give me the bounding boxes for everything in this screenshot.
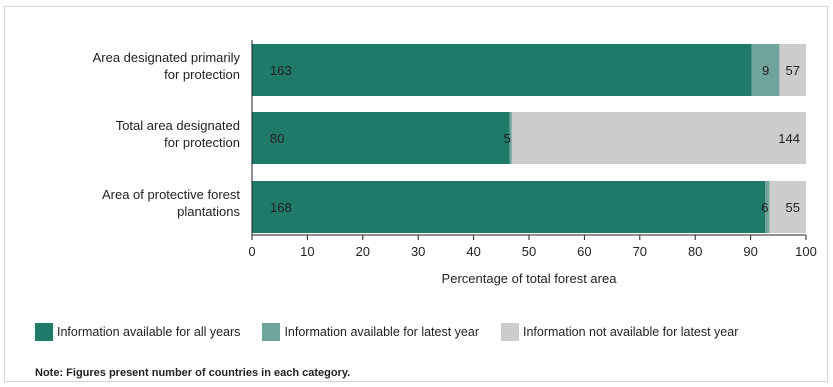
category-label: for protection	[164, 67, 240, 82]
x-axis-title: Percentage of total forest area	[442, 271, 618, 286]
data-label: 6	[761, 200, 768, 215]
x-tick-label: 100	[795, 244, 817, 259]
legend-swatch-not-available	[500, 323, 519, 341]
x-tick-label: 90	[743, 244, 757, 259]
category-label: Area of protective forest	[102, 187, 240, 202]
bar-segment	[765, 181, 770, 233]
chart-note: Note: Figures present number of countrie…	[35, 367, 351, 379]
category-label: Area designated primarily	[93, 50, 241, 65]
data-label: 9	[762, 63, 769, 78]
legend-label-all-years: Information available for all years	[57, 325, 241, 339]
data-label: 163	[270, 63, 292, 78]
legend-label-not-available: Information not available for latest yea…	[522, 325, 739, 339]
data-label: 80	[270, 131, 284, 146]
bar-segment	[511, 112, 806, 164]
stacked-bar-chart: 163 9 57 Area designated primarily for prote…	[93, 40, 817, 286]
bar-segment	[779, 44, 806, 96]
x-tick-label: 10	[300, 244, 314, 259]
bar-segment	[769, 181, 806, 233]
x-tick-label: 50	[522, 244, 536, 259]
x-tick-label: 40	[466, 244, 480, 259]
data-label: 144	[778, 131, 800, 146]
bar-segment	[252, 44, 752, 96]
x-tick-label: 0	[248, 244, 255, 259]
legend-item-latest-year: Information available for latest year	[262, 323, 479, 341]
x-tick-label: 30	[411, 244, 425, 259]
bar-segment	[751, 44, 780, 96]
legend: Information available for all years Info…	[35, 323, 760, 341]
x-tick-label: 70	[633, 244, 647, 259]
legend-item-not-available: Information not available for latest yea…	[500, 323, 739, 341]
x-tick-label: 80	[688, 244, 702, 259]
x-tick-label: 20	[356, 244, 370, 259]
x-tick-label: 60	[577, 244, 591, 259]
category-label: Total area designated	[116, 118, 240, 133]
category-label: plantations	[177, 204, 240, 219]
category-label: for protection	[164, 135, 240, 150]
bar-segment	[252, 181, 766, 233]
chart-frame: 163 9 57 Area designated primarily for prote…	[4, 6, 828, 382]
legend-swatch-all-years	[35, 323, 53, 341]
data-label: 5	[504, 131, 511, 146]
data-label: 55	[786, 200, 800, 215]
legend-item-all-years: Information available for all years	[35, 323, 240, 341]
legend-swatch-latest-year	[262, 323, 281, 341]
data-label: 57	[786, 63, 800, 78]
bar-segment	[509, 112, 512, 164]
data-label: 168	[270, 200, 292, 215]
legend-label-latest-year: Information available for latest year	[284, 325, 479, 339]
bar-segment	[252, 112, 510, 164]
